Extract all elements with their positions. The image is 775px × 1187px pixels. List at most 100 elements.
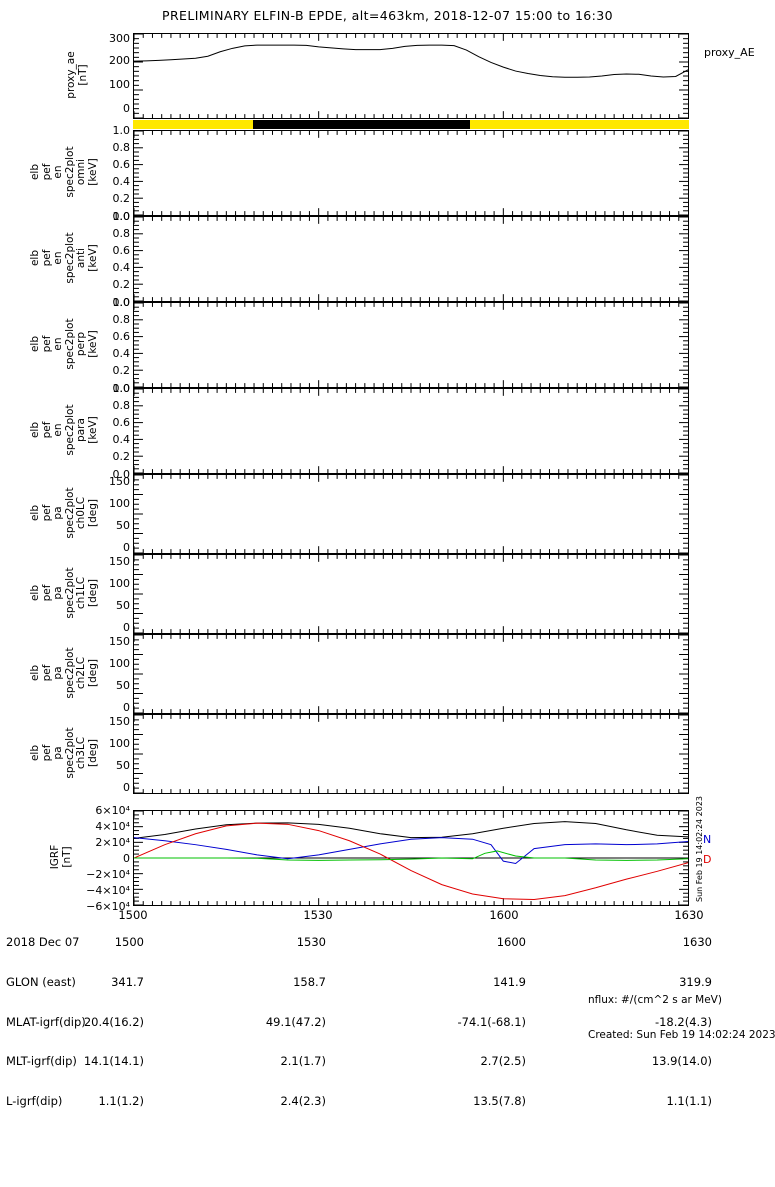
x-axis-tick-label: 1500 <box>118 908 148 922</box>
en-perp-ytick: 0.8 <box>112 312 131 326</box>
created-timestamp: Created: Sun Feb 19 14:02:24 2023 <box>588 1028 775 1041</box>
table-cell: 1.1(1.2) <box>98 1093 144 1108</box>
proxy-ae-plot <box>134 34 688 118</box>
en-perp-ytick: 1.0 <box>112 295 131 309</box>
axis-title-line: en <box>52 423 64 437</box>
table-row: GLON (east) 341.7 158.7 141.9 319.9 <box>6 975 771 989</box>
panel-pa-ch0lc <box>133 474 689 554</box>
plot-page: PRELIMINARY ELFIN-B EPDE, alt=463km, 201… <box>0 8 775 1107</box>
axis-title-line: IGRF <box>49 844 61 870</box>
en-omni-plot <box>134 131 688 215</box>
pa-ch0lc-plot <box>134 475 688 553</box>
en-para-ytick: 0.4 <box>112 433 131 447</box>
igrf-ytick: 2×10⁴ <box>95 835 130 849</box>
pa-ch0lc-ytick: 100 <box>109 496 130 510</box>
table-cell: 319.9 <box>679 975 712 989</box>
creation-timestamp-rotated: Sun Feb 19 14:02:24 2023 <box>695 795 704 902</box>
axis-title-line: proxy_ae <box>65 51 77 99</box>
table-cell: 1630 <box>682 935 712 950</box>
table-cell: 14.1(14.1) <box>83 1054 144 1069</box>
en-anti-ytick: 0.2 <box>112 278 131 292</box>
en-para-ytick: 0.6 <box>112 415 131 429</box>
axis-title-line: pa <box>52 506 64 520</box>
panel-pa-ch1lc <box>133 554 689 634</box>
pa-ch2lc-plot <box>134 635 688 713</box>
proxy-ae-ytick-300: 300 <box>109 32 130 45</box>
igrf-series-n <box>134 838 688 864</box>
pa-ch2lc-ytick: 150 <box>109 634 130 648</box>
axis-title-line: pa <box>52 746 64 760</box>
igrf-series-d <box>134 823 688 899</box>
axis-title-line: en <box>52 337 64 351</box>
en-perp-ytick: 0.6 <box>112 329 131 343</box>
pa-ch0lc-ytick: 50 <box>116 518 130 532</box>
table-cell: 13.5(7.8) <box>473 1093 526 1108</box>
science-zone-segment <box>253 120 470 129</box>
table-cell: 49.1(47.2) <box>265 1014 326 1029</box>
igrf-legend-n: N <box>703 833 712 846</box>
igrf-ytick: −2×10⁴ <box>86 867 130 881</box>
panel-proxy-ae <box>133 33 689 119</box>
pa-ch0lc-ytick: 150 <box>109 474 130 488</box>
en-anti-ytick: 0.4 <box>112 261 131 275</box>
en-para-plot <box>134 389 688 473</box>
nflux-units: nflux: #/(cm^2 s ar MeV) <box>588 994 722 1007</box>
axis-title-line: elb <box>29 744 41 762</box>
igrf-series-e <box>134 851 688 860</box>
panel-igrf <box>133 810 689 906</box>
proxy-ae-ytick-0: 0 <box>123 102 130 115</box>
en-para-ytick: 1.0 <box>112 381 131 395</box>
en-perp-ytick: 0.4 <box>112 347 131 361</box>
pa-ch3lc-ytick: 100 <box>109 736 130 750</box>
axis-title-line: elb <box>29 421 41 439</box>
igrf-legend-d: D <box>703 853 712 866</box>
en-anti-ticks <box>134 217 688 301</box>
pa-ch1lc-ytick: 150 <box>109 554 130 568</box>
en-omni-ticks <box>134 131 688 215</box>
table-row: 2018 Dec 07 1500 1530 1600 1630 <box>6 936 771 949</box>
pa-ch3lc-ytick: 50 <box>116 758 130 772</box>
axis-title-line: pa <box>52 586 64 600</box>
panel-pa-ch2lc <box>133 634 689 714</box>
en-anti-ytick: 0.0 <box>112 295 131 309</box>
en-perp-ticks <box>134 303 688 387</box>
row-label: 2018 Dec 07 <box>6 935 80 950</box>
row-label: GLON (east) <box>6 975 76 989</box>
axis-title-line: elb <box>29 163 41 181</box>
pa-ch1lc-ticks <box>134 555 688 633</box>
x-axis-tick-label: 1630 <box>674 908 704 922</box>
proxy-ae-ytick-100: 100 <box>109 78 130 91</box>
table-cell: 1500 <box>114 935 144 950</box>
x-axis-tick-labels: 1500 1530 1600 1630 <box>0 908 775 922</box>
table-cell: 2.7(2.5) <box>480 1054 526 1069</box>
pa-ch2lc-ytick: 100 <box>109 656 130 670</box>
table-cell: 2.4(2.3) <box>280 1093 326 1108</box>
pa-ch1lc-ytick: 100 <box>109 576 130 590</box>
panel-en-anti <box>133 216 689 302</box>
pa-ch1lc-ytick: 50 <box>116 598 130 612</box>
pa-ch2lc-ytick: 50 <box>116 678 130 692</box>
igrf-plot <box>134 811 688 905</box>
table-cell: 1600 <box>496 935 526 950</box>
en-para-ytick: 0.2 <box>112 450 131 464</box>
igrf-ytick: −4×10⁴ <box>86 883 130 897</box>
igrf-series-total <box>134 822 688 839</box>
en-omni-ytick: 0.4 <box>112 175 131 189</box>
en-anti-ytick: 0.8 <box>112 226 131 240</box>
pa-ch1lc-plot <box>134 555 688 633</box>
table-cell: 2.1(1.7) <box>280 1054 326 1069</box>
axis-title-line: en <box>52 165 64 179</box>
x-axis-tick-label: 1600 <box>489 908 519 922</box>
table-cell: 141.9 <box>493 975 526 989</box>
table-cell: -74.1(-68.1) <box>457 1014 526 1029</box>
en-para-ytick: 0.0 <box>112 467 131 481</box>
axis-title-line: elb <box>29 584 41 602</box>
en-perp-ytick: 0.0 <box>112 381 131 395</box>
row-label: L-igrf(dip) <box>6 1093 63 1108</box>
page-title: PRELIMINARY ELFIN-B EPDE, alt=463km, 201… <box>162 8 613 23</box>
axis-title-line: elb <box>29 664 41 682</box>
panel-en-para <box>133 388 689 474</box>
en-omni-ytick: 0.0 <box>112 209 131 223</box>
pa-ch3lc-ticks <box>134 715 688 793</box>
pa-ch3lc-plot <box>134 715 688 793</box>
